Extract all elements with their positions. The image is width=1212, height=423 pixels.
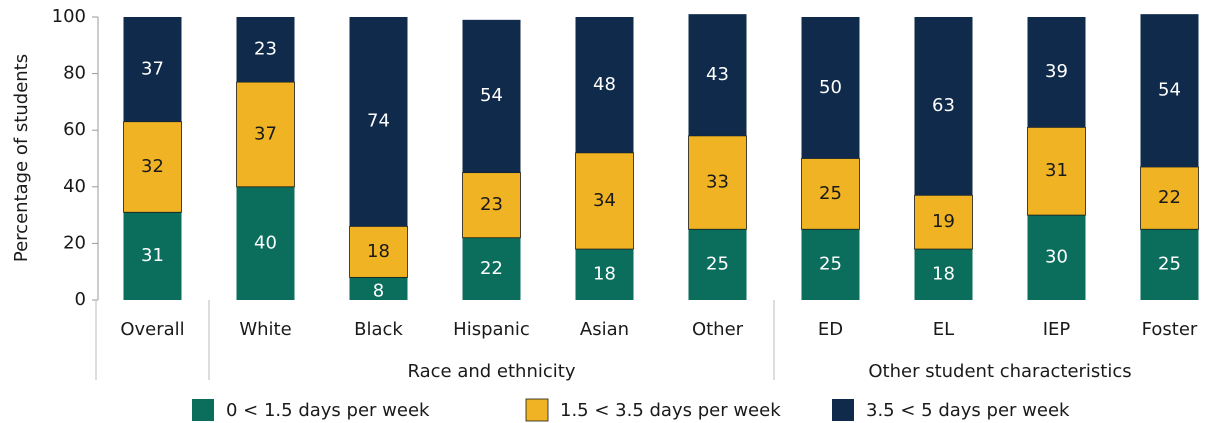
bar-segment [914,17,973,196]
bar-segment [914,249,973,300]
data-label: 18 [932,264,955,285]
data-label: 74 [367,111,390,132]
data-label: 18 [367,241,390,262]
data-label: 31 [141,245,164,266]
bar-segment [1140,166,1199,230]
x-tick-label: Other [692,319,744,340]
data-label: 25 [1158,254,1181,275]
bar-segment [575,152,634,250]
y-tick-label: 60 [63,119,86,140]
bar-segment [123,17,182,122]
x-tick-label: IEP [1043,319,1071,340]
bar-segment [236,186,295,300]
bar-segment [462,172,521,239]
bar-segment [236,81,295,188]
data-label: 8 [373,281,384,302]
bar-segment [575,17,634,153]
data-label: 25 [706,254,729,275]
x-tick-label: Asian [580,319,629,340]
bar-segment [123,212,182,300]
bar-segment [349,17,408,227]
bar-segment [1027,126,1086,216]
data-label: 18 [593,264,616,285]
bar-segment [801,158,860,230]
bar-segment [462,237,521,300]
bar-segment [462,19,521,173]
y-tick-label: 100 [52,6,86,27]
x-tick-label: ED [818,319,843,340]
bar-segment [688,14,747,136]
data-label: 37 [141,58,164,79]
bar-segment [801,17,860,159]
bar-segment [236,17,295,83]
data-label: 34 [593,190,616,211]
legend-swatch [832,399,854,421]
bar-segment [1140,229,1199,300]
data-label: 43 [706,64,729,85]
data-label: 33 [706,172,729,193]
legend-swatch [525,398,549,422]
data-label: 23 [254,39,277,60]
y-tick-label: 80 [63,63,86,84]
data-label: 31 [1045,160,1068,181]
data-label: 50 [819,77,842,98]
data-label: 48 [593,74,616,95]
data-label: 32 [141,156,164,177]
data-label: 54 [480,85,503,106]
x-tick-label: White [239,319,291,340]
data-label: 22 [480,258,503,279]
bar-segment [575,249,634,300]
data-label: 25 [819,183,842,204]
data-label: 22 [1158,187,1181,208]
bar-segment [1027,215,1086,300]
bar-segment [688,229,747,300]
legend-label: 3.5 < 5 days per week [866,400,1070,421]
x-tick-label: EL [933,319,954,340]
bar-segment [1027,17,1086,128]
group-label: Race and ethnicity [408,361,576,382]
legend-swatch [192,399,214,421]
bar-segment [123,121,182,213]
data-label: 25 [819,254,842,275]
data-label: 19 [932,211,955,232]
data-label: 23 [480,194,503,215]
data-label: 37 [254,123,277,144]
bar-segment [349,277,408,300]
x-tick-label: Overall [120,319,184,340]
y-tick-label: 20 [63,232,86,253]
legend-label: 1.5 < 3.5 days per week [560,400,781,421]
bar-segment [349,226,408,278]
bar-segment [914,194,973,250]
data-label: 40 [254,232,277,253]
y-axis-title: Percentage of students [11,54,32,262]
data-label: 39 [1045,61,1068,82]
group-label: Other student characteristics [868,361,1131,382]
data-label: 54 [1158,80,1181,101]
legend-label: 0 < 1.5 days per week [226,400,430,421]
x-tick-label: Black [354,319,403,340]
data-label: 63 [932,95,955,116]
bar-segment [688,135,747,230]
bar-segment [1140,14,1199,167]
y-tick-label: 0 [75,289,86,310]
x-tick-label: Foster [1142,319,1198,340]
y-tick-label: 40 [63,176,86,197]
bar-segment [801,229,860,300]
x-tick-label: Hispanic [453,319,530,340]
data-label: 30 [1045,247,1068,268]
